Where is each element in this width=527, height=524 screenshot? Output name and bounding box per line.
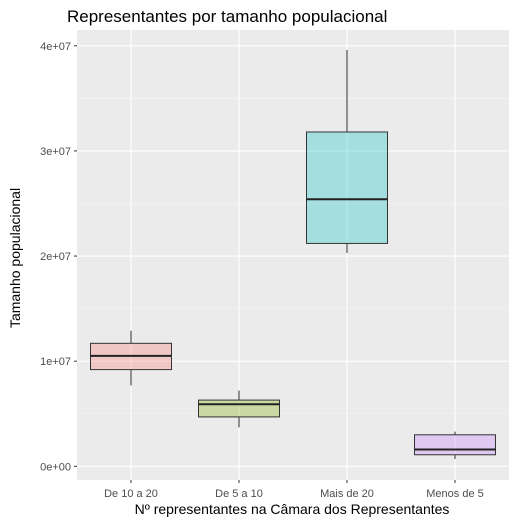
x-tick-label: De 10 a 20 [104, 488, 158, 500]
y-tick-label: 3e+07 [40, 146, 71, 158]
y-tick-label: 4e+07 [40, 41, 71, 53]
boxplot-mais-de-20 [306, 49, 388, 253]
chart-title: Representantes por tamanho populacional [67, 7, 387, 26]
boxplot-de-10-a-20 [90, 330, 172, 386]
y-tick-label: 0e+00 [40, 461, 71, 473]
y-tick-label: 2e+07 [40, 251, 71, 263]
box [414, 434, 496, 456]
y-tick-label: 1e+07 [40, 356, 71, 368]
x-tick-label: De 5 a 10 [215, 488, 263, 500]
y-axis-title: Tamanho populacional [7, 188, 23, 328]
boxplot-de-5-a-10 [198, 390, 280, 428]
x-axis: De 10 a 20 De 5 a 10 Mais de 20 Menos de 5 [104, 480, 484, 500]
x-tick-label: Mais de 20 [320, 488, 374, 500]
panel-background [77, 30, 509, 480]
x-axis-title: Nº representantes na Câmara dos Represen… [135, 501, 450, 517]
box [306, 131, 388, 244]
box [198, 399, 280, 418]
x-tick-label: Menos de 5 [426, 488, 483, 500]
y-axis: 0e+00 1e+07 2e+07 3e+07 4e+07 [40, 41, 77, 473]
plot-panel [77, 30, 509, 480]
boxplot-menos-de-5 [414, 431, 496, 459]
